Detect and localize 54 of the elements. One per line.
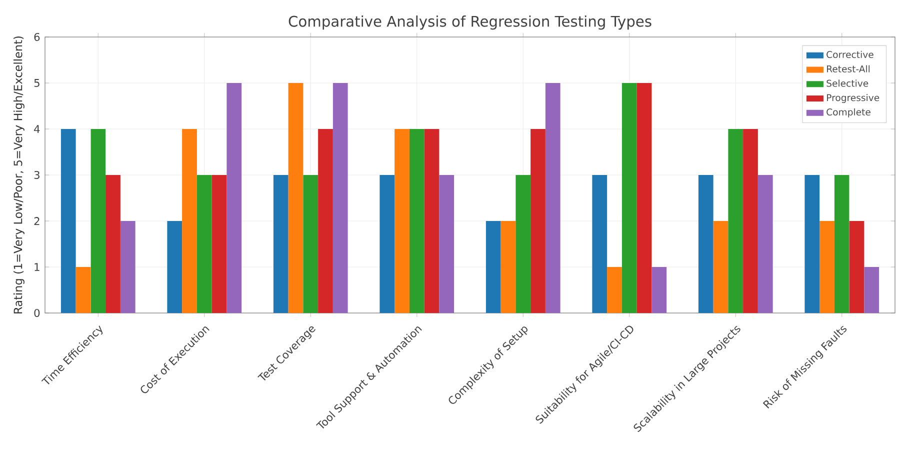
bar bbox=[60, 129, 76, 313]
bar bbox=[182, 129, 197, 313]
y-tick-label: 2 bbox=[34, 217, 40, 225]
bar bbox=[592, 175, 608, 313]
bar bbox=[303, 175, 318, 313]
y-tick-label: 0 bbox=[34, 308, 40, 318]
bar bbox=[439, 175, 454, 313]
bar bbox=[196, 175, 212, 313]
bar bbox=[607, 267, 622, 313]
bar bbox=[743, 129, 758, 313]
legend-label: Corrective bbox=[826, 50, 874, 58]
bar bbox=[728, 129, 744, 313]
bar bbox=[380, 175, 395, 313]
bar bbox=[106, 175, 120, 313]
bar bbox=[622, 83, 637, 313]
bar bbox=[698, 175, 714, 313]
bar bbox=[636, 83, 652, 313]
bar bbox=[318, 129, 333, 313]
bar bbox=[120, 221, 136, 313]
bar bbox=[516, 175, 531, 313]
bar bbox=[652, 267, 667, 313]
bar bbox=[394, 129, 410, 313]
y-tick-label: 4 bbox=[34, 125, 40, 133]
chart-title: Comparative Analysis of Regression Testing Types bbox=[288, 16, 652, 30]
bar bbox=[409, 129, 424, 313]
bar bbox=[226, 83, 242, 313]
y-tick-label: 5 bbox=[34, 79, 40, 87]
bar bbox=[90, 129, 106, 313]
y-tick-label: 3 bbox=[34, 170, 40, 180]
bar bbox=[758, 175, 773, 313]
bar bbox=[486, 221, 501, 313]
y-tick-label: 6 bbox=[34, 32, 40, 42]
bar bbox=[212, 175, 227, 313]
bar bbox=[424, 129, 440, 313]
legend-label: Retest-All bbox=[827, 65, 870, 72]
bar bbox=[76, 267, 91, 313]
bar bbox=[820, 221, 834, 313]
bar bbox=[713, 221, 728, 313]
bar bbox=[804, 175, 820, 313]
bar bbox=[530, 129, 546, 313]
bar bbox=[864, 267, 880, 313]
bar bbox=[834, 175, 850, 313]
bar bbox=[332, 83, 348, 313]
bar bbox=[545, 83, 560, 313]
legend-label: Complete bbox=[826, 108, 870, 118]
bar bbox=[288, 83, 304, 313]
legend-label: Selective bbox=[826, 80, 868, 87]
bar bbox=[273, 175, 288, 313]
bar bbox=[167, 221, 182, 313]
legend-label: Progressive bbox=[827, 94, 880, 103]
y-tick-label: 1 bbox=[34, 263, 40, 271]
y-axis-title: Rating (1=Very Low/Poor, 5=Very High/Excellent) bbox=[13, 36, 24, 314]
bar bbox=[500, 221, 516, 313]
bar bbox=[849, 221, 864, 313]
